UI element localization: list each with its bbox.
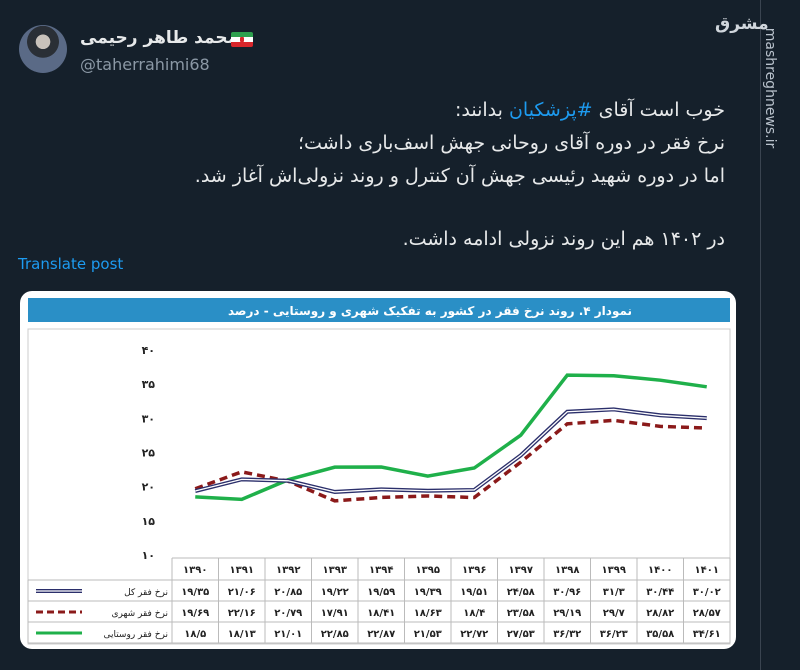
data-label: ۲۹/۷ bbox=[603, 608, 625, 619]
tweet-line: در ۱۴۰۲ هم این روند نزولی ادامه داشت. bbox=[402, 228, 725, 250]
data-label: ۲۲/۸۷ bbox=[367, 629, 395, 640]
chart-frame bbox=[27, 328, 731, 645]
data-label: ۲۱/۰۱ bbox=[274, 629, 302, 640]
data-label: ۱۹/۶۹ bbox=[181, 608, 209, 619]
tweet-text: خوب است آقای #پزشکیان بدانند: نرخ فقر در… bbox=[45, 94, 725, 256]
data-label: ۱۹/۵۱ bbox=[460, 587, 488, 598]
hashtag-link[interactable]: #پزشکیان bbox=[508, 99, 593, 121]
y-tick-label: ۴۰ bbox=[142, 344, 155, 357]
year-label: ۱۳۹۰ bbox=[183, 565, 207, 576]
legend-label: نرخ فقر روستایی bbox=[103, 630, 168, 640]
tweet-line: اما در دوره شهید رئیسی جهش آن کنترل و رو… bbox=[194, 165, 725, 187]
year-label: ۱۳۹۵ bbox=[416, 565, 440, 576]
y-tick-label: ۲۰ bbox=[142, 481, 155, 494]
data-label: ۱۸/۶۳ bbox=[414, 608, 442, 619]
data-label: ۱۸/۵ bbox=[184, 629, 206, 640]
data-label: ۳۶/۳۲ bbox=[553, 629, 581, 640]
chart-title: نمودار ۴. روند نرخ فقر در کشور به تفکیک … bbox=[228, 304, 632, 319]
data-label: ۳۰/۰۲ bbox=[693, 587, 721, 598]
data-label: ۲۸/۸۲ bbox=[646, 608, 674, 619]
author-name[interactable]: محمد طاهر رحیمی bbox=[80, 28, 239, 48]
data-label: ۲۸/۵۷ bbox=[693, 608, 721, 619]
year-label: ۱۳۹۴ bbox=[369, 565, 393, 576]
data-label: ۱۹/۵۹ bbox=[367, 587, 395, 598]
data-label: ۱۹/۳۵ bbox=[181, 587, 209, 598]
year-label: ۱۳۹۷ bbox=[509, 565, 533, 576]
data-label: ۱۸/۴۱ bbox=[367, 608, 395, 619]
year-label: ۱۴۰۰ bbox=[648, 565, 672, 576]
data-label: ۱۹/۲۲ bbox=[321, 587, 349, 598]
data-label: ۲۲/۸۵ bbox=[321, 629, 349, 640]
data-label: ۳۱/۳ bbox=[603, 587, 625, 598]
data-label: ۱۸/۱۳ bbox=[228, 629, 256, 640]
y-tick-label: ۳۵ bbox=[142, 378, 156, 391]
data-label: ۳۵/۵۸ bbox=[646, 629, 674, 640]
data-label: ۲۳/۵۸ bbox=[507, 608, 535, 619]
year-label: ۱۳۹۱ bbox=[230, 565, 254, 576]
watermark-site: mashreghnews.ir bbox=[762, 27, 778, 149]
chart-image[interactable]: نمودار ۴. روند نرخ فقر در کشور به تفکیک … bbox=[20, 291, 736, 649]
data-label: ۲۲/۱۶ bbox=[228, 608, 256, 619]
data-label: ۱۹/۳۹ bbox=[414, 587, 442, 598]
series-line-total-inner bbox=[195, 408, 707, 493]
data-label: ۲۷/۵۳ bbox=[507, 629, 535, 640]
data-label: ۱۷/۹۱ bbox=[321, 608, 349, 619]
watermark-divider bbox=[760, 0, 761, 670]
data-label: ۲۴/۵۸ bbox=[507, 587, 535, 598]
data-label: ۳۰/۴۴ bbox=[646, 587, 674, 598]
year-label: ۱۳۹۲ bbox=[276, 565, 300, 576]
data-label: ۲۱/۵۳ bbox=[414, 629, 442, 640]
year-label: ۱۴۰۱ bbox=[695, 565, 719, 576]
y-tick-label: ۱۵ bbox=[142, 515, 156, 528]
y-tick-label: ۲۵ bbox=[142, 446, 156, 459]
y-tick-label: ۳۰ bbox=[142, 412, 155, 425]
poverty-chart: نمودار ۴. روند نرخ فقر در کشور به تفکیک … bbox=[27, 298, 731, 645]
data-label: ۱۸/۴ bbox=[463, 608, 485, 619]
chart-title-bar bbox=[28, 298, 730, 322]
series-line-rural bbox=[195, 373, 707, 502]
legend-label: نرخ فقر شهری bbox=[111, 609, 168, 619]
author-handle[interactable]: @taherrahimi68 bbox=[80, 55, 210, 74]
year-label: ۱۳۹۳ bbox=[323, 565, 347, 576]
data-label: ۲۲/۷۲ bbox=[460, 629, 488, 640]
y-tick-label: ۱۰ bbox=[142, 549, 155, 562]
data-label: ۲۰/۷۹ bbox=[274, 608, 302, 619]
avatar[interactable] bbox=[19, 25, 67, 73]
year-label: ۱۳۹۸ bbox=[555, 565, 579, 576]
data-label: ۲۰/۸۵ bbox=[274, 587, 302, 598]
translate-post-link[interactable]: Translate post bbox=[18, 255, 124, 273]
data-label: ۳۴/۶۱ bbox=[693, 629, 721, 640]
data-label: ۳۶/۲۳ bbox=[600, 629, 628, 640]
legend-label: نرخ فقر کل bbox=[124, 588, 168, 598]
data-label: ۲۹/۱۹ bbox=[553, 608, 581, 619]
data-label: ۳۰/۹۶ bbox=[553, 587, 581, 598]
series-line-urban bbox=[194, 418, 707, 503]
year-label: ۱۳۹۹ bbox=[602, 565, 626, 576]
iran-flag-icon bbox=[231, 32, 253, 47]
tweet-line: خوب است آقای bbox=[592, 99, 725, 121]
year-label: ۱۳۹۶ bbox=[462, 565, 486, 576]
data-label: ۲۱/۰۶ bbox=[228, 587, 256, 598]
tweet-line: نرخ فقر در دوره آقای روحانی جهش اسف‌باری… bbox=[297, 132, 725, 154]
tweet-line: بدانند: bbox=[454, 99, 509, 121]
watermark-logo: مشرق bbox=[715, 14, 769, 34]
